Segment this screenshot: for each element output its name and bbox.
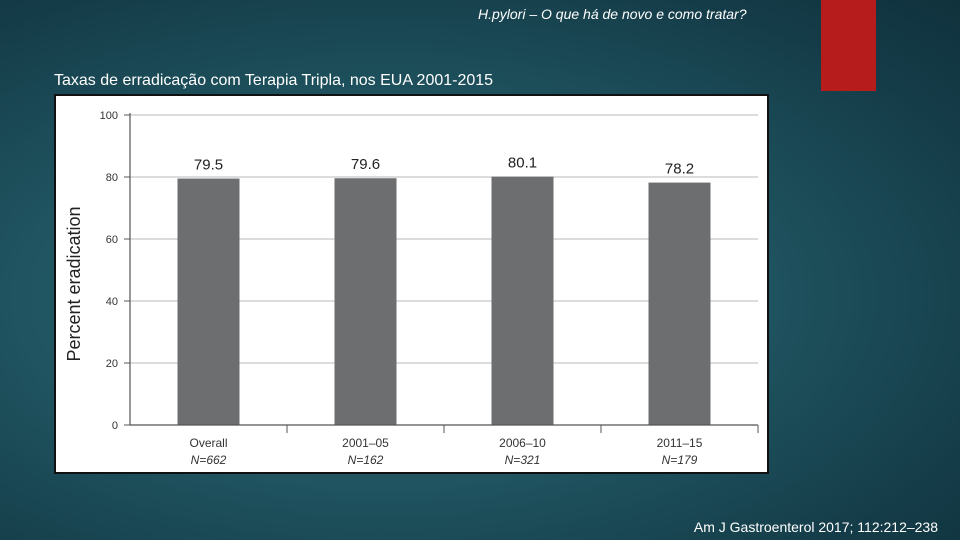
y-tick-label: 100: [100, 110, 118, 122]
bar-value-label: 80.1: [508, 155, 537, 172]
y-tick-label: 80: [106, 172, 118, 184]
slide-header-title: H.pylori – O que há de novo e como trata…: [478, 6, 747, 22]
x-axis: Overall N=662 2001–05 N=162 2006–10 N=321 2011…: [130, 424, 759, 467]
chart-frame: 0 20 40 60 80 100 79.5 79.6 80.1 78.2 Overall N=6…: [54, 94, 769, 474]
x-category-label: 2006–10: [499, 436, 546, 450]
bar: [177, 178, 240, 425]
accent-bar: [821, 0, 876, 91]
y-axis: 0 20 40 60 80 100: [100, 110, 131, 432]
x-category-label: 2001–05: [342, 436, 389, 450]
citation: Am J Gastroenterol 2017; 112:212–238: [693, 519, 938, 535]
y-tick-label: 40: [106, 296, 118, 308]
x-category-label: Overall: [189, 436, 227, 450]
bar-value-label: 78.2: [665, 161, 694, 178]
bar-value-label: 79.5: [194, 157, 223, 174]
y-tick-label: 20: [106, 358, 118, 370]
y-tick-label: 60: [106, 234, 118, 246]
y-tick-label: 0: [112, 420, 118, 432]
slide-subtitle: Taxas de erradicação com Terapia Tripla,…: [54, 72, 494, 89]
x-category-label: 2011–15: [657, 436, 703, 450]
x-sample-size-label: N=162: [348, 453, 384, 467]
bar-chart: 0 20 40 60 80 100 79.5 79.6 80.1 78.2 Overall N=6…: [64, 110, 759, 467]
bars: 79.5 79.6 80.1 78.2: [177, 155, 711, 425]
y-axis-label: Percent eradication: [64, 206, 84, 361]
bar: [491, 176, 554, 425]
bar-value-label: 79.6: [351, 156, 380, 173]
bar: [648, 182, 711, 425]
x-sample-size-label: N=662: [191, 453, 227, 467]
x-sample-size-label: N=321: [505, 453, 541, 467]
x-sample-size-label: N=179: [662, 453, 698, 467]
bar: [334, 178, 397, 425]
